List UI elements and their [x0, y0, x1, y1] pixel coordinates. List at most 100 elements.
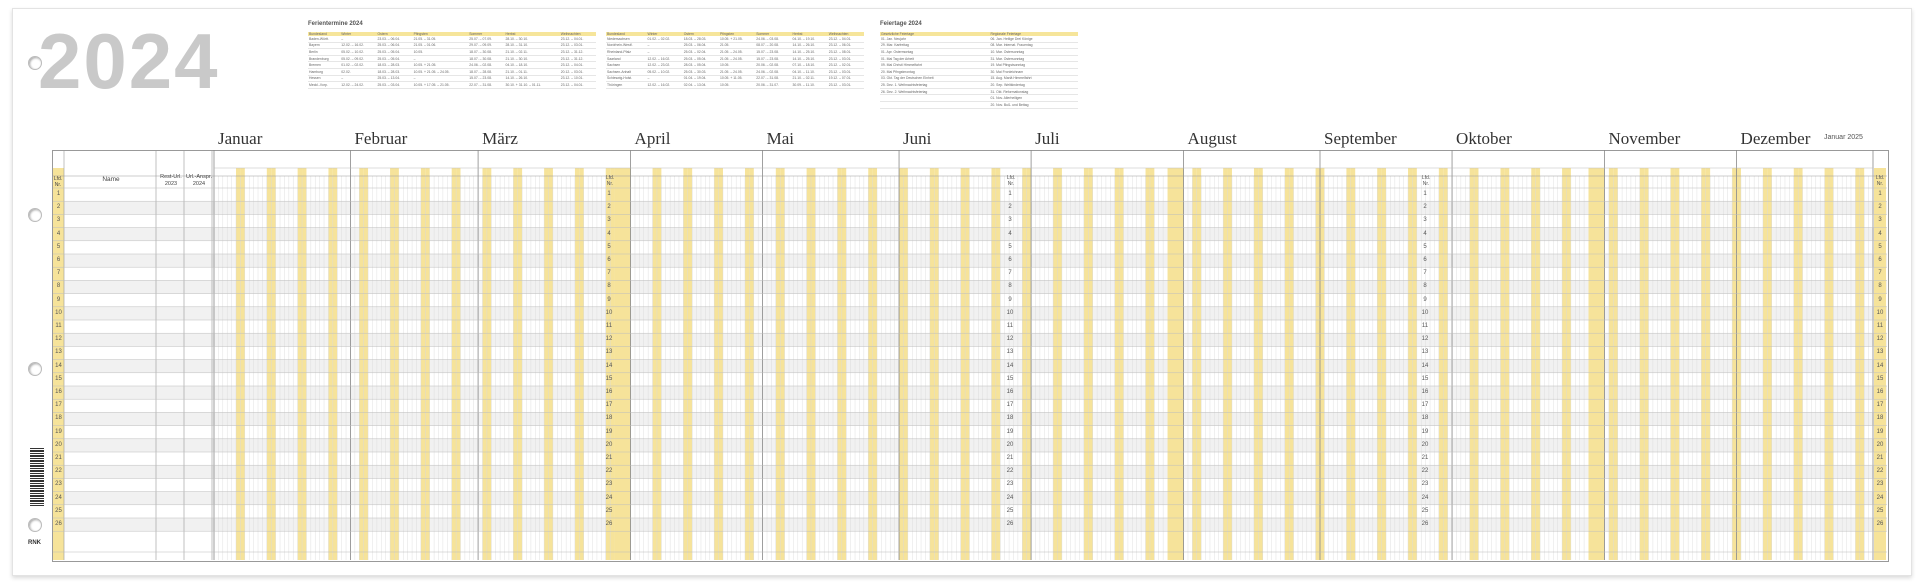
row-number: 19 [1006, 428, 1014, 435]
vacation-table-left-cell: 23.12. – 04.01. [559, 36, 596, 43]
weekend-column [610, 168, 615, 560]
row-number: 20 [605, 441, 613, 448]
vacation-table-right-cell: Thüringen [606, 81, 647, 89]
row-number: 2 [1008, 204, 1012, 211]
weekend-column [868, 168, 873, 560]
row-number: 10 [1421, 309, 1429, 316]
weekend-column [806, 168, 812, 560]
vacation-table-right-cell: 21.05. [718, 42, 756, 50]
vacation-table-right-cell: 30.09. – 11.10. [791, 81, 828, 89]
vacation-table-left-cell: 22.07. – 31.08. [468, 81, 505, 89]
vacation-table-right-cell: Sachsen-Anhalt [606, 68, 647, 76]
row-number: 10 [1876, 309, 1884, 316]
row-number: 8 [607, 283, 611, 290]
row-number: 13 [1876, 349, 1884, 356]
row-number: 16 [1006, 389, 1014, 395]
row-shade [53, 227, 1887, 241]
weekend-column [1227, 168, 1232, 560]
row-number: 6 [1878, 257, 1882, 263]
vacation-table-left-row: Hessen –25.03. – 13.04. –15.07. – 23.08. 14… [308, 75, 596, 83]
weekend-column [995, 168, 1001, 560]
holidays-table-cell: 08. Mar. Internat. Frauentag [989, 42, 1078, 50]
vacation-table-right-cell: 14.10. – 25.10. [791, 48, 828, 56]
row-number: 4 [1423, 230, 1427, 237]
column-header-lfd-nr-right: Lfd. Nr. [1875, 175, 1885, 187]
month-label-mai: Mai [766, 129, 794, 148]
row-number: 20 [55, 441, 62, 448]
weekend-column [1531, 168, 1536, 560]
vacation-table-left-cell: 12.02. – 24.02. [340, 81, 377, 89]
holidays-table-cell [880, 94, 990, 102]
vacation-table-right-header-cell: Herbst [791, 32, 828, 36]
row-number: 12 [1006, 336, 1014, 343]
vacation-table-right-cell: 10.05. + 11.05. [718, 75, 756, 83]
holidays-table-cell: 29. Mar. Karfreitag [880, 42, 990, 50]
holidays-table-cell: 01. Apr. Ostermontag [880, 48, 990, 56]
vacation-table-right-cell: 25.03. – 02.04. [682, 48, 719, 56]
vacation-table-left-cell: 14.10. – 26.10. [504, 75, 560, 83]
month-label-april: April [634, 129, 671, 148]
row-number: 18 [605, 415, 613, 422]
column-header-lfd-nr-mid2: Lfd. Nr. [1006, 175, 1016, 187]
weekend-column [1253, 168, 1259, 560]
vacation-table-left-cell: 21.05. – 31.05. [412, 36, 469, 43]
next-month-label: Januar 2025 [1824, 134, 1863, 141]
weekend-column [1088, 168, 1093, 560]
vacation-table-left-cell: Hamburg [308, 68, 341, 76]
vacation-table-left-header-cell: Bundesland [308, 32, 341, 36]
holidays-table-row: 01. Apr. Ostermontag 10. Mar. Ostersonnta… [880, 48, 1078, 56]
weekend-column [1346, 168, 1351, 560]
vacation-table-right-cell: Rheinland-Pfalz [606, 48, 647, 56]
weekend-column [1644, 168, 1649, 560]
row-number: 12 [1421, 336, 1429, 343]
weekend-column [1289, 168, 1294, 560]
row-number: 6 [1423, 257, 1427, 263]
row-number: 3 [56, 217, 61, 224]
weekend-column [929, 168, 935, 560]
row-number: 15 [1421, 375, 1429, 382]
row-number: 21 [1006, 455, 1014, 461]
weekend-column [744, 168, 750, 560]
weekend-column [544, 168, 549, 560]
holidays-table-cell: 20. Mai Pfingstmontag [880, 68, 990, 76]
weekend-column [1613, 168, 1618, 560]
row-number: 6 [1008, 257, 1012, 263]
vacation-table-right: Bundesland Winter Ostern Pfingsten Sommer Her… [606, 32, 864, 89]
row-number: 22 [605, 468, 613, 475]
row-number: 1 [1423, 191, 1427, 197]
holidays-table-header-cell: Gesetzliche Feiertage [880, 32, 990, 36]
month-label-oktober: Oktober [1456, 129, 1512, 148]
weekend-column [328, 168, 333, 560]
row-number: 25 [605, 507, 613, 514]
holidays-table-row: 01. Jan. Neujahr 06. Jan. Heilige Drei Kö… [880, 36, 1078, 43]
lfd-nr-column [614, 168, 631, 560]
weekend-column [1562, 168, 1567, 560]
vacation-table-left-cell: 21.05. – 01.06. [412, 42, 469, 50]
vacation-table-right-row: Rheinland-Pfalz –25.03. – 02.04. 21.05. – … [606, 48, 864, 56]
weekend-column [1701, 168, 1706, 560]
row-number: 26 [605, 521, 613, 527]
weekend-column [687, 168, 693, 560]
vacation-table-right-cell: – [646, 75, 683, 83]
vacation-table-right-header-row: Bundesland Winter Ostern Pfingsten Sommer Her… [606, 32, 864, 36]
weekend-column [1566, 168, 1571, 560]
vacation-table-right-cell: 01.02. – 02.02. [646, 36, 683, 43]
holidays-table-row: 01. Mai Tag der Arbeit 31. Mar. Ostersonn… [880, 55, 1078, 63]
month-label-dezember: Dezember [1740, 129, 1811, 148]
vacation-table-left-cell: 29.07. – 09.09. [468, 42, 505, 50]
holidays-table-header-cell: Regionale Feiertage [989, 32, 1078, 36]
row-number: 8 [1878, 283, 1882, 290]
weekend-column [1258, 168, 1263, 560]
weekend-column [1828, 168, 1834, 560]
weekend-column [1053, 168, 1058, 560]
holidays-table-row: 26. Dez. 2. Weihnachtsfeiertag 31. Okt. R… [880, 88, 1078, 96]
weekend-column [1469, 168, 1475, 560]
row-number: 2 [1878, 204, 1882, 211]
vacation-table-right-cell: 24.06. – 03.08. [755, 36, 792, 43]
row-number: 11 [1876, 323, 1884, 329]
holidays-table-title: Feiertage 2024 [880, 21, 922, 27]
row-number: 12 [55, 336, 62, 343]
vacation-table-right-cell: 04.10. – 19.10. [791, 36, 828, 43]
holidays-table-cell: 10. Mar. Ostersonntag [989, 48, 1078, 56]
row-number: 23 [1876, 481, 1884, 488]
